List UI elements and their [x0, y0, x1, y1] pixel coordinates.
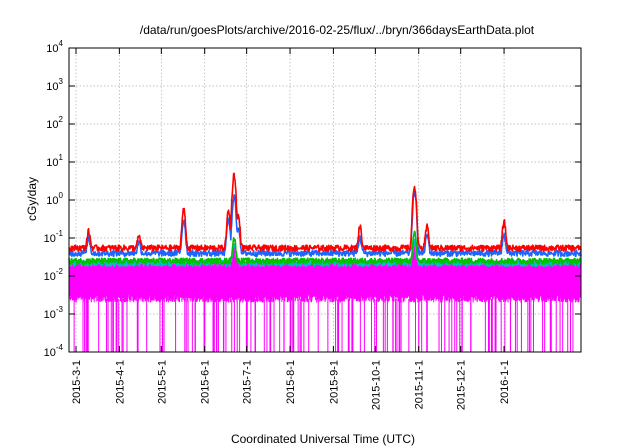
- x-tick-label: 2015-5-1: [156, 360, 168, 404]
- y-tick-label: 102: [46, 115, 63, 131]
- y-tick-label: 101: [46, 153, 63, 169]
- x-tick-label: 2015-6-1: [200, 360, 212, 404]
- x-tick-label: 2015-3-1: [71, 360, 83, 404]
- series-line: [68, 172, 582, 252]
- x-axis-label: Coordinated Universal Time (UTC): [231, 432, 415, 446]
- x-tick-label: 2015-4-1: [114, 360, 126, 404]
- y-tick-label: 103: [46, 77, 63, 93]
- y-axis-ticks: 10-4 10-3 10-2 10-1 100 101 102 103 104: [44, 39, 581, 359]
- x-tick-label: 2015-8-1: [285, 360, 297, 404]
- y-tick-label: 104: [46, 39, 63, 55]
- x-tick-label: 2015-9-1: [328, 360, 340, 404]
- series-dropouts: [73, 298, 574, 352]
- x-tick-label: 2015-12-1: [456, 360, 468, 410]
- y-axis-label: cGy/day: [25, 177, 39, 221]
- x-tick-label: 2015-11-1: [414, 360, 426, 409]
- y-tick-label: 10-2: [44, 267, 64, 283]
- series-line: [68, 230, 582, 265]
- x-tick-label: 2016-1-1: [499, 360, 511, 404]
- y-tick-label: 10-1: [44, 229, 64, 245]
- chart-title: /data/run/goesPlots/archive/2016-02-25/f…: [140, 23, 535, 37]
- plot-area: [68, 172, 582, 352]
- y-tick-label: 100: [46, 191, 63, 207]
- x-tick-label: 2015-7-1: [242, 360, 254, 404]
- y-tick-label: 10-4: [44, 343, 64, 359]
- x-tick-label: 2015-10-1: [370, 360, 382, 410]
- x-axis-ticks: 2015-3-1 2015-4-1 2015-5-1 2015-6-1 2015-7-1…: [71, 48, 511, 410]
- grid-lines: [69, 48, 581, 352]
- y-tick-label: 10-3: [44, 305, 64, 321]
- series-line: [68, 189, 582, 258]
